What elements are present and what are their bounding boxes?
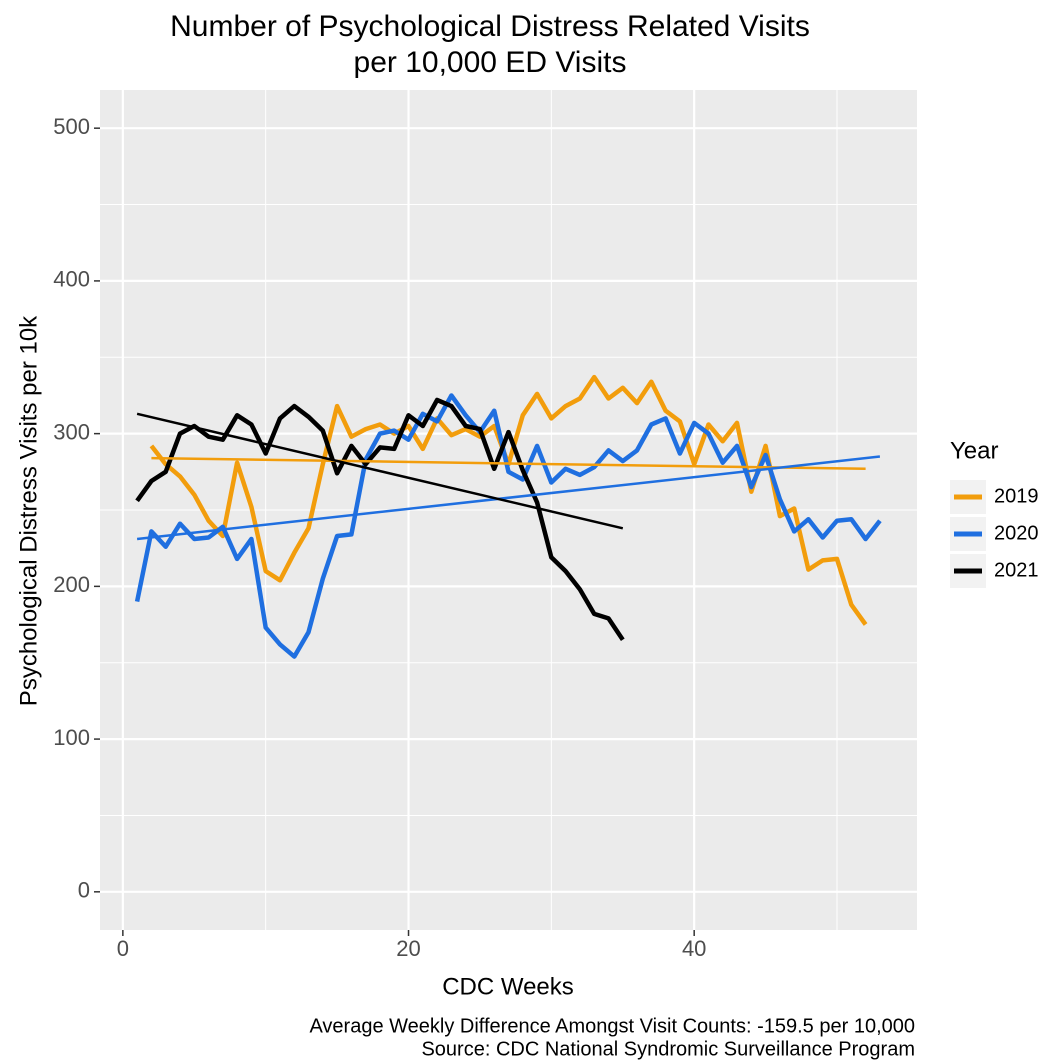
- y-tick-label: 100: [53, 725, 90, 750]
- series-line: [134, 393, 882, 659]
- trend-line: [136, 412, 624, 530]
- series-line: [135, 397, 625, 642]
- x-tick-label: 0: [117, 936, 129, 961]
- chart-title: per 10,000 ED Visits: [354, 46, 627, 79]
- y-axis-title: Psychological Distress Visits per 10k: [15, 315, 42, 706]
- chart-title: Number of Psychological Distress Related…: [170, 10, 810, 43]
- legend-label: 2020: [994, 522, 1039, 544]
- trend-line: [151, 456, 866, 471]
- y-tick-label: 200: [53, 572, 90, 597]
- legend-title: Year: [950, 437, 999, 464]
- legend-label: 2021: [994, 559, 1039, 581]
- y-tick-label: 300: [53, 419, 90, 444]
- y-tick-label: 0: [78, 878, 90, 903]
- legend-label: 2019: [994, 485, 1039, 507]
- caption: Source: CDC National Syndromic Surveilla…: [421, 1038, 915, 1060]
- trend-line: [136, 455, 881, 541]
- x-tick-label: 20: [396, 936, 420, 961]
- y-tick-label: 500: [53, 114, 90, 139]
- y-tick-label: 400: [53, 267, 90, 292]
- caption: Average Weekly Difference Amongst Visit …: [309, 1015, 915, 1037]
- x-tick-label: 40: [682, 936, 706, 961]
- x-axis-title: CDC Weeks: [442, 973, 574, 1000]
